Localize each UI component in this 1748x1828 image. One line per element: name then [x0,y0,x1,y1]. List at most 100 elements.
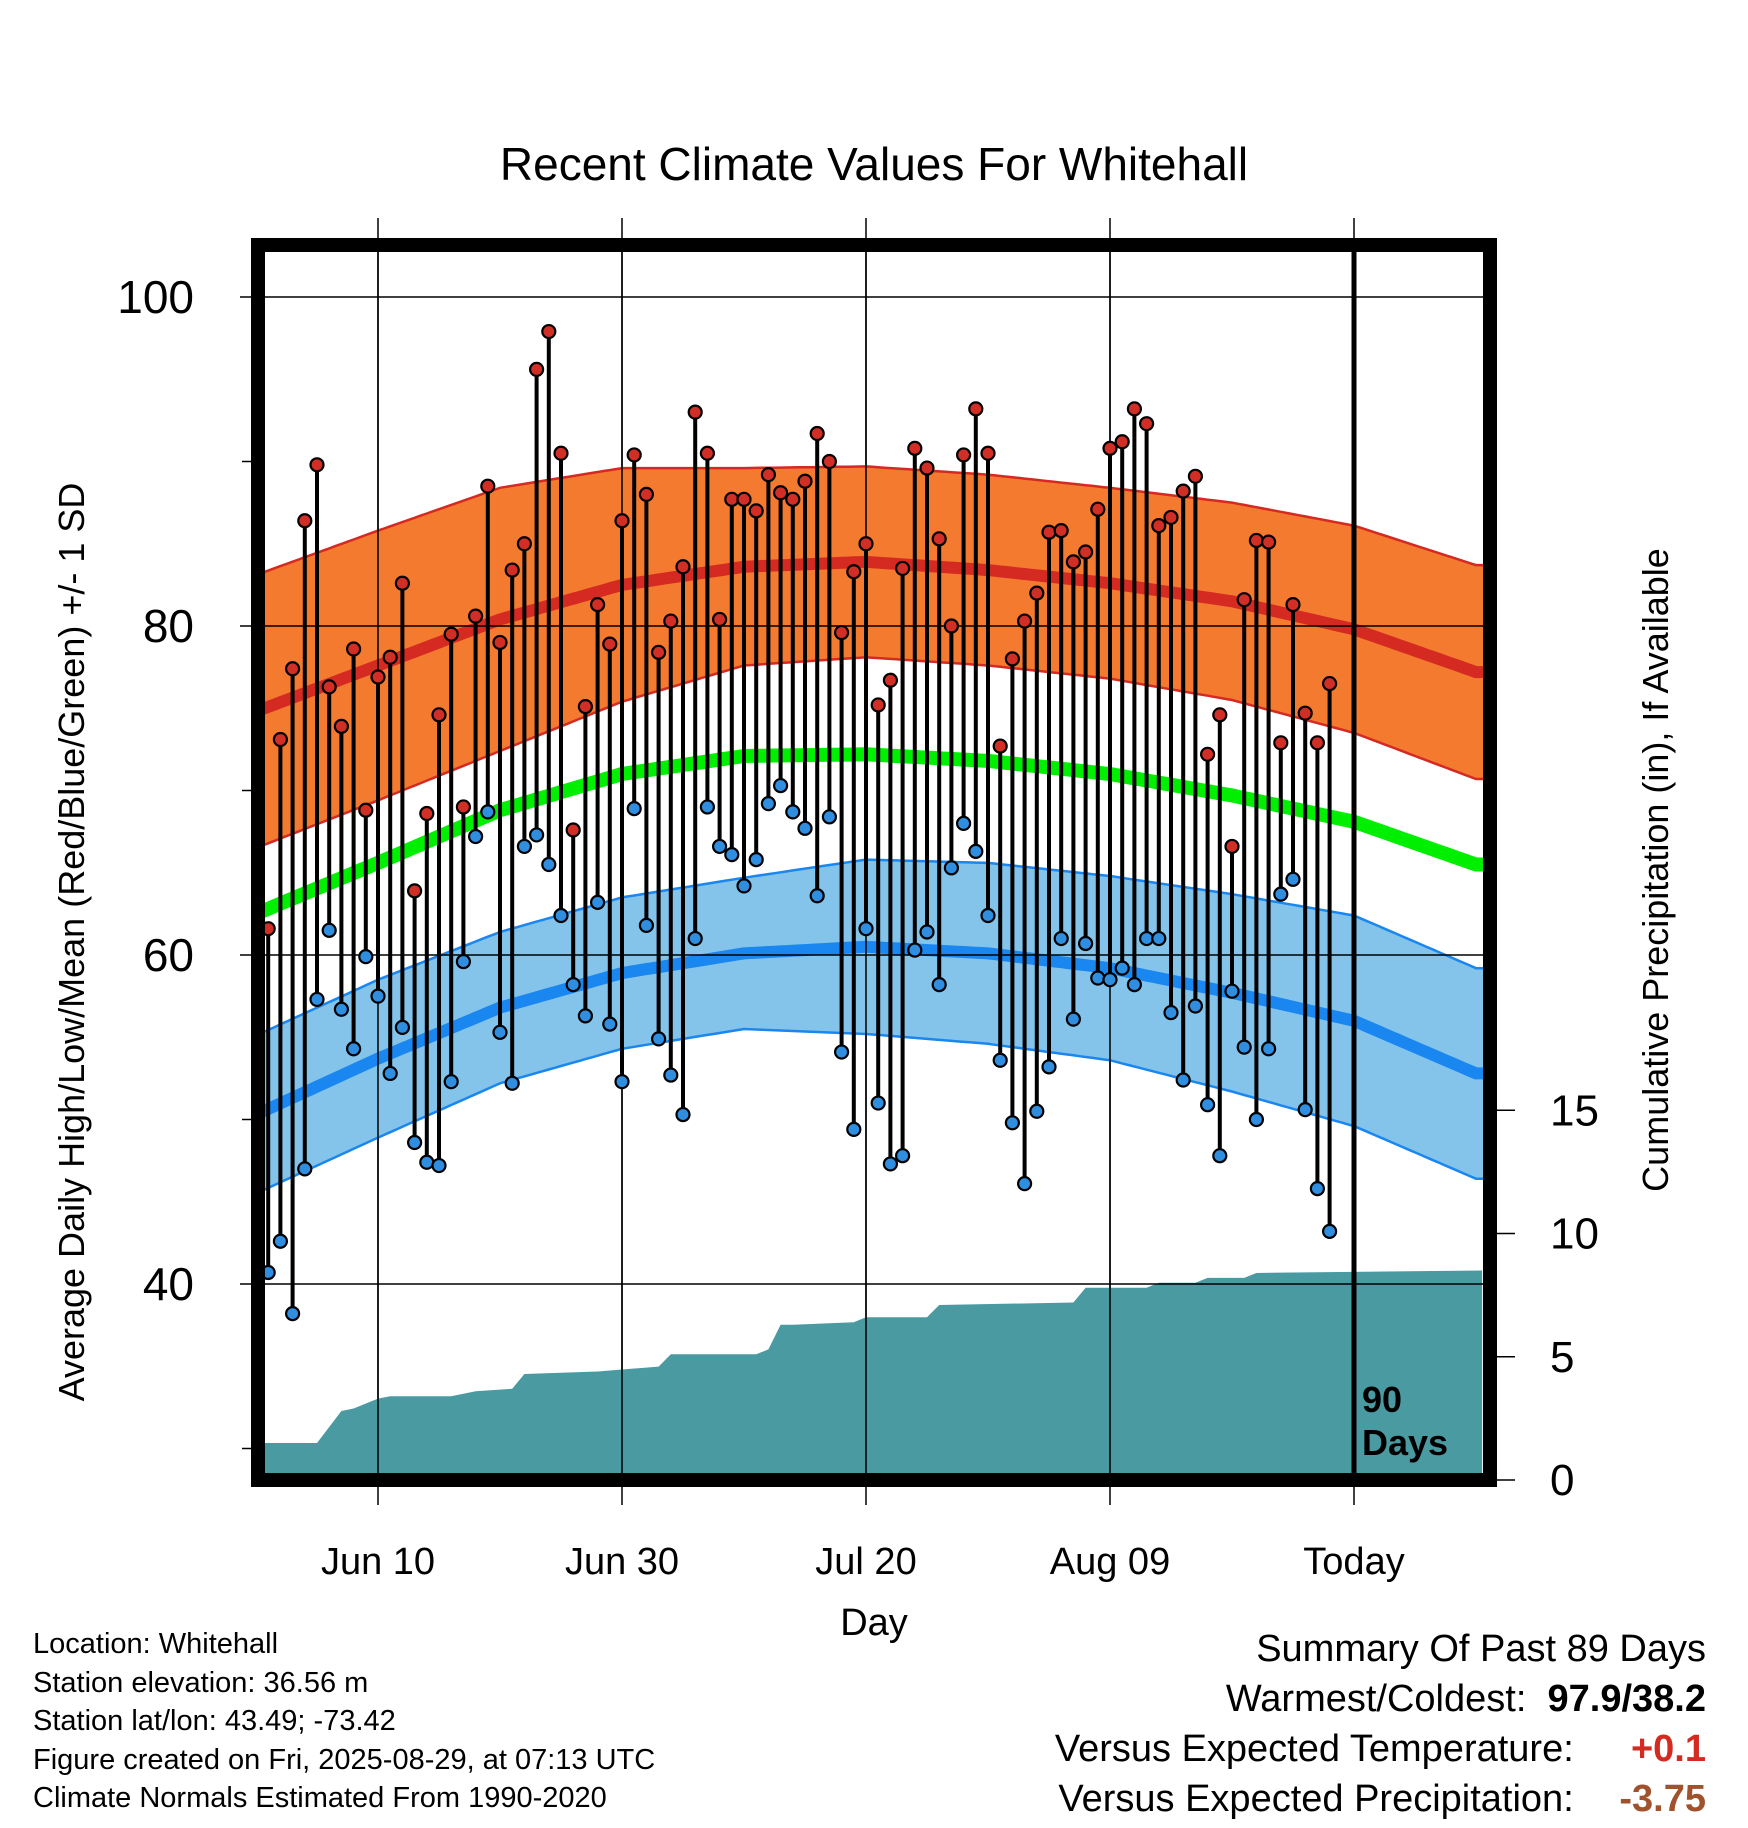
daily-high-point [1199,746,1216,762]
daily-low-point [272,1233,288,1249]
daily-high-point [992,738,1008,754]
daily-high-point [736,491,752,507]
daily-low-point [980,907,996,924]
daily-low-point [894,1148,911,1164]
daily-high-point [455,799,471,815]
daily-high-point [1224,838,1240,855]
x-tick-label: Aug 09 [1050,1541,1170,1583]
daily-low-point [1248,1111,1265,1128]
daily-high-point [980,445,996,461]
daily-low-point [419,1154,435,1170]
daily-high-point [809,425,825,442]
precip-anomaly-label: Versus Expected Precipitation: [1058,1778,1574,1820]
daily-low-point [785,804,801,820]
daily-high-point [785,491,801,507]
daily-high-point [955,447,972,463]
y-tick-label: 100 [117,271,194,323]
y-axis-label: Average Daily High/Low/Mean (Red/Blue/Gr… [51,483,92,1402]
daily-high-point [1163,509,1179,526]
daily-high-point [968,401,984,417]
daily-high-point [1151,518,1167,534]
daily-high-point [614,513,630,529]
daily-low-point [748,851,764,868]
daily-low-point [1016,1176,1033,1192]
daily-high-point [480,478,496,494]
temp-anomaly-row: Versus Expected Temperature: +0.1 [1055,1724,1706,1774]
daily-high-point [309,457,325,473]
daily-high-point [528,361,545,377]
daily-high-point [711,611,728,628]
daily-high-point [748,503,764,519]
daily-low-point [504,1075,520,1091]
location-text: Location: Whitehall [33,1628,279,1660]
daily-low-point [285,1306,301,1322]
daily-low-point [675,1106,691,1123]
daily-high-point [1090,501,1106,517]
daily-low-point [772,777,789,794]
daily-high-point [907,440,923,456]
daily-high-point [1016,613,1033,629]
daily-low-point [809,888,825,904]
daily-high-point [1236,592,1252,608]
station-info: Location: Whitehall Station elevation: 3… [33,1625,655,1818]
daily-high-point [419,805,435,822]
daily-low-point [1126,977,1143,993]
summary-panel: Summary Of Past 89 Days Warmest/Coldest:… [1055,1624,1706,1824]
daily-low-point [931,977,947,993]
daily-low-point [297,1161,313,1177]
daily-high-point [264,921,276,937]
daily-low-point [528,827,545,843]
x-axis-label: Day [840,1602,908,1644]
daily-low-point [821,809,838,825]
y2-tick-label: 15 [1550,1086,1599,1135]
daily-high-point [931,531,947,547]
daily-high-point [297,513,313,529]
daily-low-point [382,1065,398,1082]
daily-high-point [1212,707,1228,723]
daily-high-point [516,536,533,552]
daily-low-point [1199,1097,1216,1113]
normals-note-text: Climate Normals Estimated From 1990-2020 [33,1782,607,1814]
daily-high-point [882,672,899,688]
daily-low-point [480,804,496,820]
daily-low-point [264,1264,276,1281]
daily-low-point [882,1156,899,1172]
daily-low-point [1212,1148,1228,1164]
daily-low-point [516,838,533,855]
daily-high-point [846,564,862,580]
daily-low-point [321,922,337,938]
daily-high-point [919,460,935,476]
daily-low-point [541,856,557,873]
daily-high-point [1041,524,1057,540]
daily-high-point [797,473,813,489]
daily-high-point [858,536,874,552]
precip-anomaly-row: Versus Expected Precipitation: -3.75 [1055,1774,1706,1824]
daily-low-point [1077,935,1094,952]
daily-low-point [1224,983,1240,999]
daily-low-point [1175,1072,1191,1088]
daily-low-point [1187,998,1204,1014]
daily-high-point [370,669,386,685]
daily-high-point [468,608,484,624]
plot-frame [251,238,1497,1487]
daily-high-point [565,822,581,838]
daily-low-point [1029,1103,1045,1119]
daily-low-point [711,838,728,855]
daily-low-point [333,1001,349,1017]
elevation-text: Station elevation: 36.56 m [33,1666,369,1699]
daily-low-point [553,907,569,924]
y2-tick-label: 5 [1550,1333,1574,1382]
daily-low-point [858,921,874,937]
daily-low-point [650,1031,667,1047]
latlon-text: Station lat/lon: 43.49; -73.42 [33,1705,396,1737]
daily-low-point [431,1157,447,1174]
daily-high-point [492,634,508,651]
daily-low-point [1309,1180,1326,1197]
x-tick-label: Jul 20 [815,1541,916,1583]
daily-high-point [699,445,716,461]
daily-low-point [955,815,972,832]
daily-high-point [1004,651,1021,667]
daily-high-point [1065,554,1082,570]
